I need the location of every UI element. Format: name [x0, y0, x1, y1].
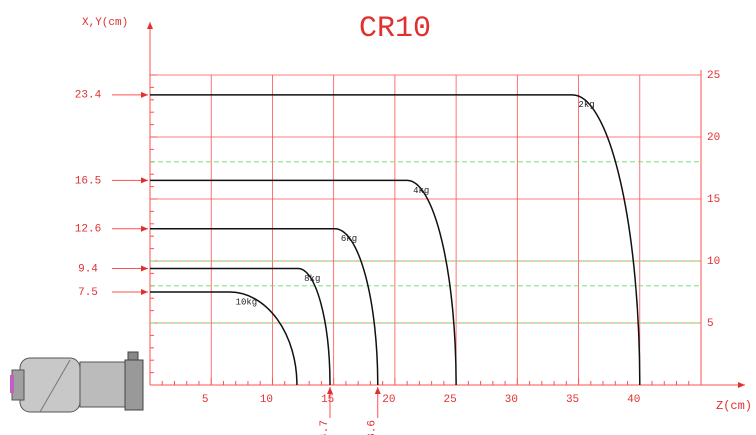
x-tick-label: 30 — [505, 394, 518, 406]
load-curve — [150, 228, 379, 386]
z-marked-label: 18.6 — [367, 420, 379, 435]
load-curve — [150, 267, 331, 386]
x-tick-label: 5 — [202, 394, 209, 406]
x-tick-label: 15 — [321, 394, 334, 406]
x-tick-label: 20 — [382, 394, 395, 406]
load-curve — [150, 179, 457, 386]
height-label: 9.4 — [78, 263, 98, 275]
x-axis-label: Z(cm) — [716, 399, 752, 413]
y-tick-label: 20 — [707, 132, 720, 144]
chart-title: CR10 — [359, 12, 431, 46]
y-tick-label: 25 — [707, 70, 720, 82]
height-label: 23.4 — [75, 90, 102, 102]
height-label: 7.5 — [78, 287, 98, 299]
height-label: 12.6 — [75, 224, 101, 236]
load-label: 8kg — [304, 274, 320, 284]
load-label: 10kg — [236, 297, 258, 307]
y-tick-label: 10 — [707, 256, 720, 268]
x-tick-label: 35 — [566, 394, 579, 406]
load-curve — [150, 94, 641, 386]
load-label: 4kg — [413, 186, 429, 196]
robot-icon — [10, 351, 144, 413]
y-tick-label: 5 — [707, 318, 714, 330]
y-tick-label: 15 — [707, 194, 720, 206]
load-curve — [150, 291, 298, 386]
x-tick-label: 10 — [260, 394, 273, 406]
load-label: 6kg — [341, 234, 357, 244]
y-axis-label: X,Y(cm) — [82, 17, 128, 29]
x-tick-label: 25 — [444, 394, 457, 406]
load-label: 2kg — [578, 100, 594, 110]
x-tick-label: 40 — [627, 394, 640, 406]
height-label: 16.5 — [75, 175, 101, 187]
z-marked-label: 14.7 — [319, 420, 331, 435]
